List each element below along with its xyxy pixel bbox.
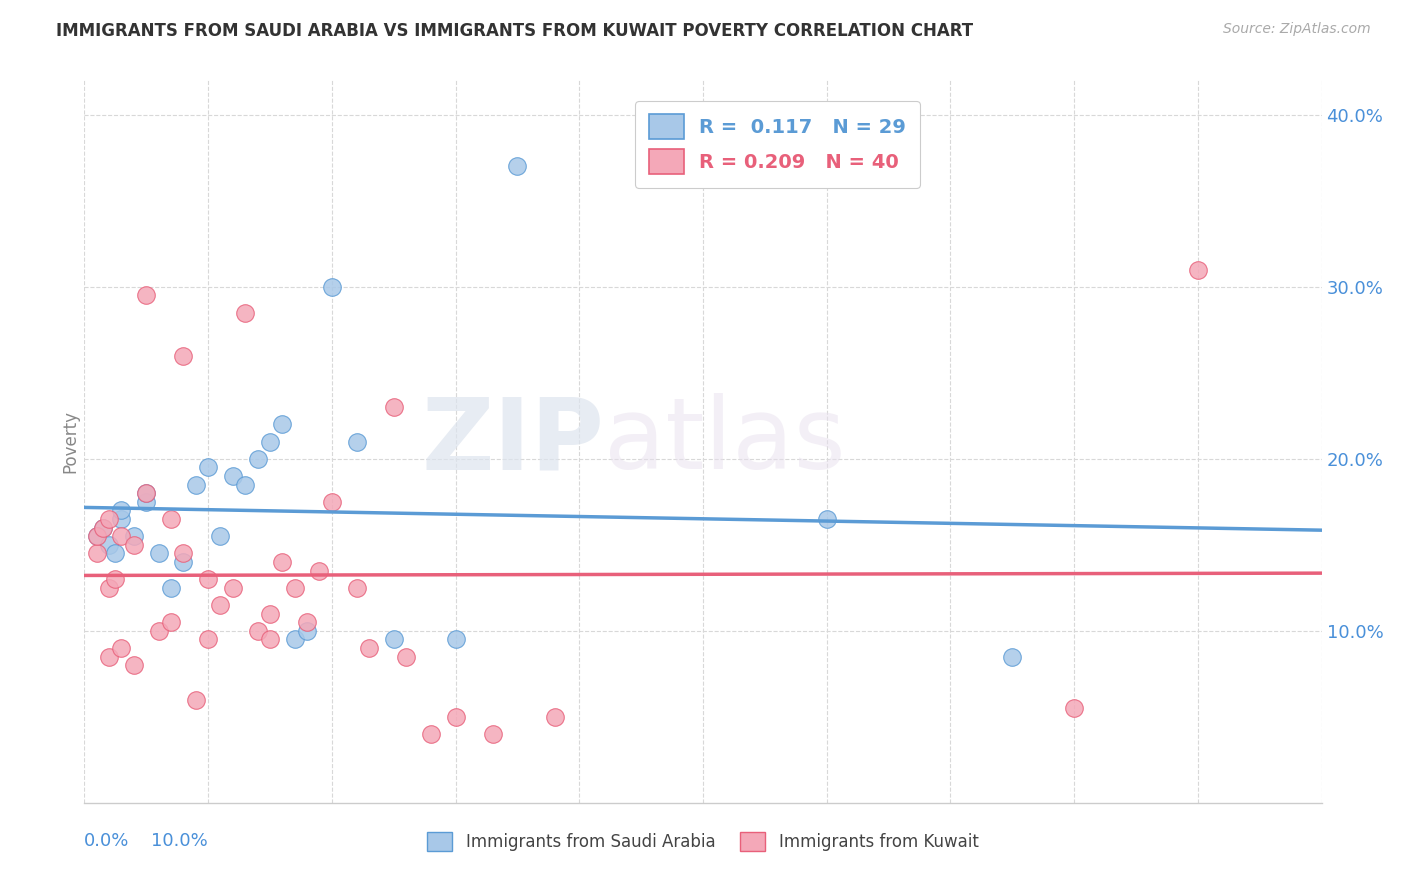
Point [271, 555, 294, 569]
Text: atlas: atlas [605, 393, 845, 490]
Point [395, 649, 418, 664]
Point [148, 624, 170, 638]
Point [321, 494, 343, 508]
Point [444, 710, 467, 724]
Text: 10.0%: 10.0% [152, 831, 208, 850]
Point [233, 305, 256, 319]
Point [184, 692, 207, 706]
Point [135, 486, 157, 500]
Point [815, 512, 838, 526]
Point [160, 512, 183, 526]
Point [209, 598, 232, 612]
Point [135, 486, 157, 500]
Point [110, 529, 132, 543]
Point [382, 632, 405, 647]
Point [86, 529, 108, 543]
Point [135, 288, 157, 302]
Point [122, 658, 145, 673]
Point [172, 555, 194, 569]
Point [110, 512, 132, 526]
Point [543, 710, 565, 724]
Point [1187, 262, 1209, 277]
Point [91, 520, 114, 534]
Point [172, 349, 194, 363]
Point [98, 581, 121, 595]
Point [295, 615, 318, 630]
Point [246, 451, 269, 466]
Point [357, 640, 380, 655]
Point [98, 512, 121, 526]
Text: 0.0%: 0.0% [84, 831, 129, 850]
Point [110, 640, 132, 655]
Point [481, 727, 503, 741]
Point [259, 632, 281, 647]
Point [86, 529, 108, 543]
Point [91, 520, 114, 534]
Point [110, 503, 132, 517]
Point [172, 546, 194, 560]
Point [308, 564, 330, 578]
Point [160, 615, 183, 630]
Point [284, 581, 307, 595]
Point [346, 434, 368, 449]
Point [197, 572, 219, 586]
Point [259, 434, 281, 449]
Text: Source: ZipAtlas.com: Source: ZipAtlas.com [1223, 22, 1371, 37]
Point [104, 546, 127, 560]
Point [148, 546, 170, 560]
Point [1001, 649, 1024, 664]
Point [321, 279, 343, 293]
Point [382, 400, 405, 414]
Point [222, 469, 245, 483]
Point [160, 581, 183, 595]
Point [346, 581, 368, 595]
Point [259, 607, 281, 621]
Point [122, 538, 145, 552]
Point [197, 632, 219, 647]
Point [1063, 701, 1085, 715]
Legend: Immigrants from Saudi Arabia, Immigrants from Kuwait: Immigrants from Saudi Arabia, Immigrants… [419, 823, 987, 860]
Point [271, 417, 294, 432]
Point [419, 727, 441, 741]
Point [506, 159, 529, 173]
Point [246, 624, 269, 638]
Y-axis label: Poverty: Poverty [62, 410, 80, 473]
Point [86, 546, 108, 560]
Point [184, 477, 207, 491]
Point [122, 529, 145, 543]
Text: IMMIGRANTS FROM SAUDI ARABIA VS IMMIGRANTS FROM KUWAIT POVERTY CORRELATION CHART: IMMIGRANTS FROM SAUDI ARABIA VS IMMIGRAN… [56, 22, 973, 40]
Point [444, 632, 467, 647]
Point [233, 477, 256, 491]
Point [209, 529, 232, 543]
Point [98, 538, 121, 552]
Point [104, 572, 127, 586]
Text: ZIP: ZIP [422, 393, 605, 490]
Point [222, 581, 245, 595]
Point [197, 460, 219, 475]
Point [135, 494, 157, 508]
Point [284, 632, 307, 647]
Point [98, 649, 121, 664]
Point [295, 624, 318, 638]
